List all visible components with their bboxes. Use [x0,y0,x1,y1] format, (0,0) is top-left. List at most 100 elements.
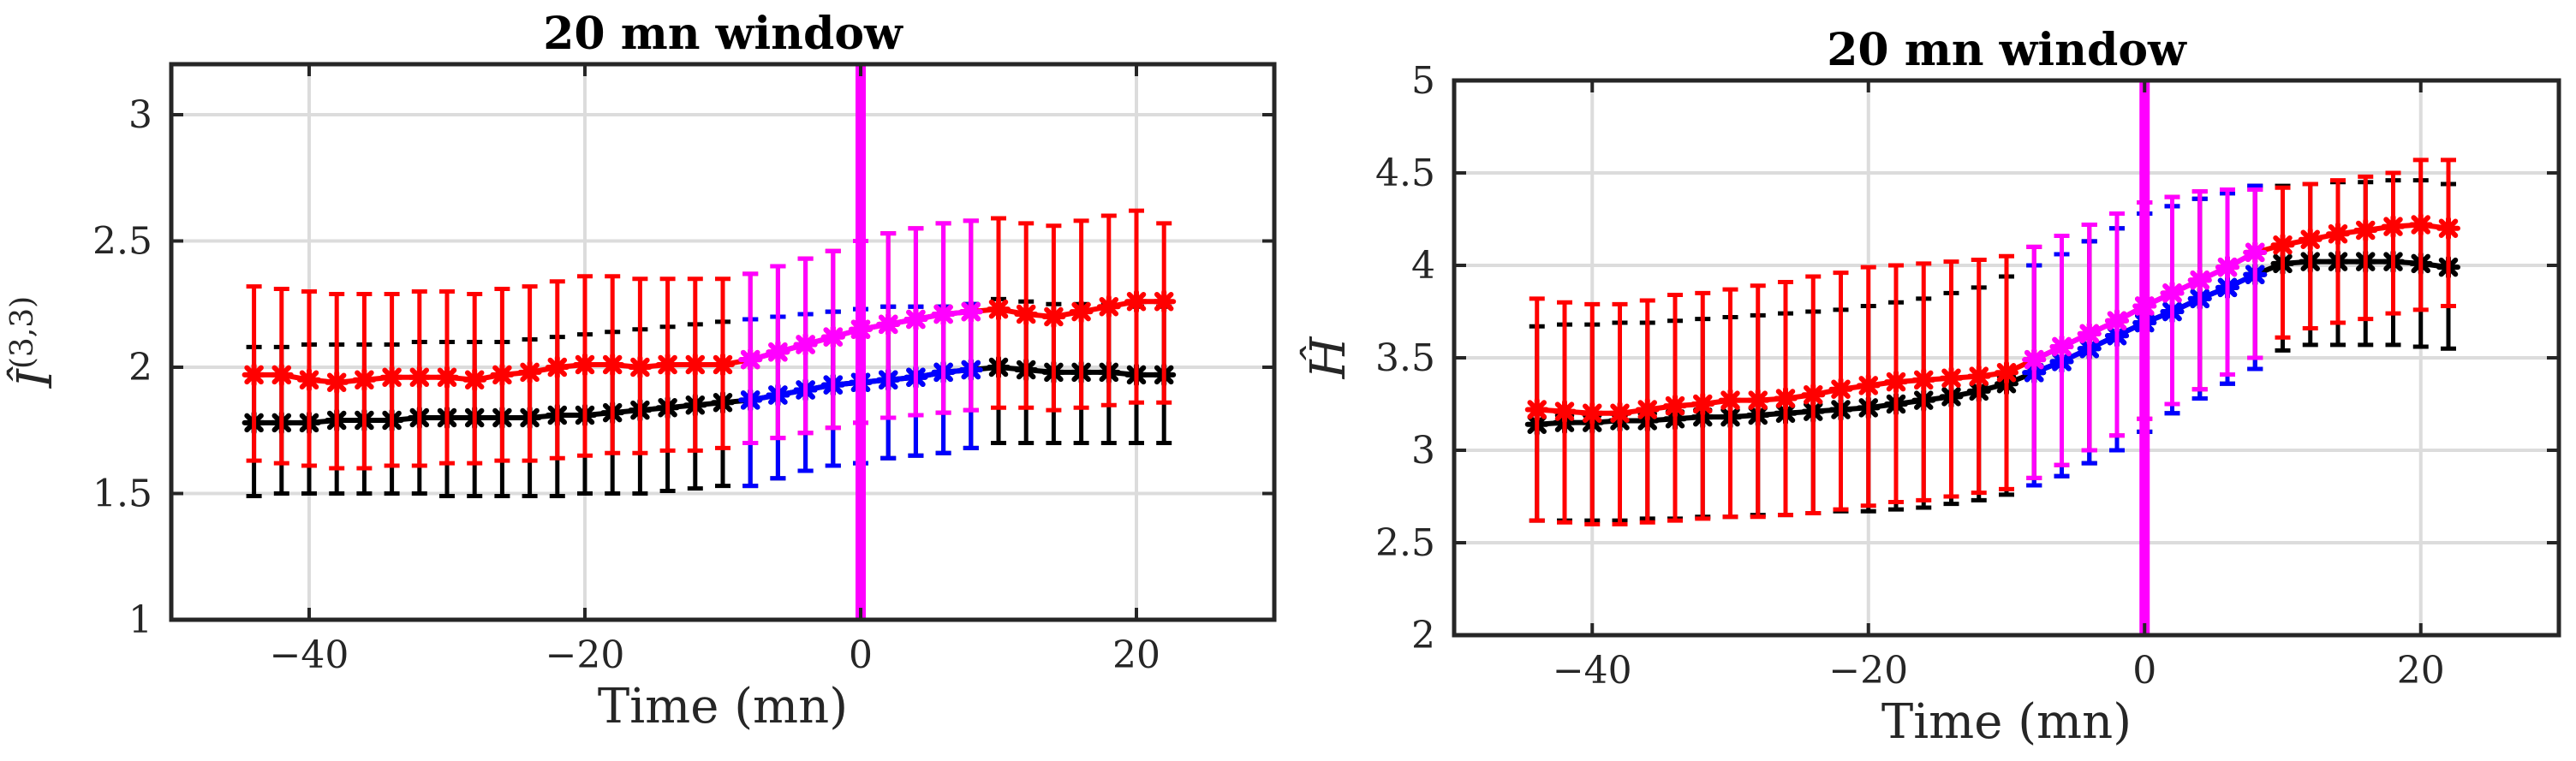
y-axis-label-superscript: (3,3) [5,296,40,369]
data-point [2187,268,2212,293]
data-point [600,353,625,378]
data-point [435,365,459,389]
data-point [1041,305,1066,329]
data-point [655,353,680,378]
data-point [793,332,818,357]
data-point [2049,335,2074,360]
data-point [1995,360,2018,385]
x-axis-label: Time (mn) [1881,694,2132,750]
data-point [1690,392,1715,416]
y-tick-label: 2.5 [92,220,152,264]
x-tick-label: 20 [2397,649,2445,693]
data-point [2408,212,2433,237]
chart-title: 20 mn window [543,8,903,60]
data-point [1553,399,1577,424]
data-point [490,362,515,387]
series-line [253,364,1165,425]
data-point [2022,348,2047,372]
data-point [1966,364,1991,389]
x-tick-label: −20 [1828,649,1908,693]
data-point [2077,321,2102,346]
data-point [352,367,377,392]
data-point [931,302,956,327]
data-point [1607,401,1632,425]
data-point [958,300,983,324]
data-point [1911,367,1936,392]
data-point [876,312,901,336]
data-point [573,353,597,378]
data-point [1745,388,1770,413]
data-point [1152,289,1177,314]
x-tick-label: −40 [270,633,349,677]
data-point [325,370,349,395]
y-tick-label: 1 [128,598,152,642]
data-point [1884,370,1908,395]
chart-title: 20 mn window [1827,24,2187,76]
y-tick-label: 3 [128,93,152,137]
data-point [462,367,487,392]
data-point [820,324,845,349]
y-tick-label: 3 [1411,429,1435,473]
data-point [545,355,569,379]
chart-1: −40 −20 0 20 1 1.5 2 2.5 3 20 mn window Time (mn) Î… [5,8,1277,734]
x-tick-label: −40 [1553,649,1632,693]
data-point [242,362,266,387]
data-point [683,353,707,378]
data-point [1069,300,1094,324]
y-axis-label: Ĥ [1299,336,1357,379]
y-tick-label: 2 [128,346,152,389]
y-axis-label-main: Î [6,366,63,389]
data-point [1718,388,1743,413]
data-point [269,362,294,387]
data-point [297,367,321,392]
x-axis-label: Time (mn) [598,679,848,734]
data-point [2243,240,2268,265]
series-line [1536,222,2449,416]
data-point [987,297,1011,322]
data-point [738,348,763,372]
y-tick-label: 4 [1411,244,1435,288]
data-point [1856,373,1881,398]
x-tick-label: 20 [1112,633,1160,677]
data-point [1828,377,1853,401]
data-point [407,365,432,389]
data-point [903,306,928,331]
y-tick-label: 4.5 [1375,152,1435,195]
data-point [711,353,735,378]
data-point [2381,214,2406,239]
series-lower-black [242,296,1177,498]
y-tick-label: 2.5 [1375,521,1435,565]
data-point [1663,394,1687,419]
data-point [2160,281,2185,306]
data-point [1014,302,1039,327]
y-axis-label: Î(3,3) [5,296,63,389]
plot-frame [169,62,1277,622]
data-point [2353,217,2378,242]
series-line [1536,259,2449,427]
data-point [2298,227,2323,252]
data-point [766,340,790,365]
x-tick-label: −20 [546,633,625,677]
data-point [1580,401,1605,425]
data-point [2326,222,2350,247]
data-point [1096,294,1121,319]
data-point [379,365,404,389]
data-point [2270,233,2295,258]
chart-2: −40 −20 0 20 2 2.5 3 3.5 4 4.5 5 20 mn window Time (… [1299,24,2561,750]
x-tick-label: 0 [2132,649,2156,693]
y-axis-label-main: Ĥ [1299,336,1357,379]
y-tick-label: 3.5 [1375,336,1435,380]
data-point [2215,255,2239,280]
data-point [628,355,653,379]
series-line [253,299,1165,385]
data-point [2105,308,2129,333]
y-tick-label: 5 [1411,59,1435,103]
data-point [1939,366,1964,390]
y-tick-label: 1.5 [92,473,152,516]
series-upper-red [1524,158,2460,526]
data-point [1801,383,1826,407]
data-point [1635,397,1660,422]
data-point [1774,386,1798,411]
x-tick-label: 0 [849,633,873,677]
